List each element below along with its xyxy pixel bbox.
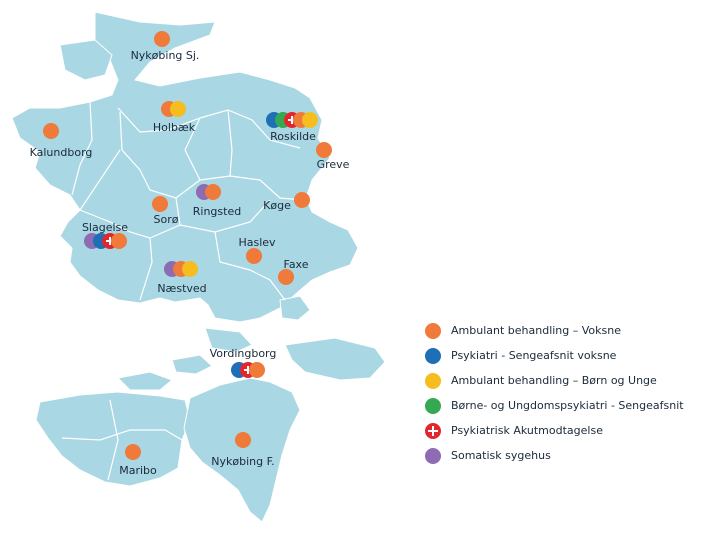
legend-item-sengeafsnit-voksne: Psykiatri - Sengeafsnit voksne: [425, 343, 700, 368]
city-label: Ringsted: [193, 205, 241, 218]
yellow-marker-icon: [170, 101, 186, 117]
odsherred-tip: [59, 39, 113, 81]
legend-item-boerne-sengeafsnit: Børne- og Ungdomspsykiatri - Sengeafsnit: [425, 393, 700, 418]
legend-item-akutmodtagelse: Psykiatrisk Akutmodtagelse: [425, 418, 700, 443]
legend-item-ambulant-boern: Ambulant behandling – Børn og Unge: [425, 368, 700, 393]
legend-item-ambulant-voksne: Ambulant behandling – Voksne: [425, 318, 700, 343]
blue-dot-icon: [425, 347, 441, 364]
legend-item-somatisk: Somatisk sygehus: [425, 443, 700, 468]
city-label: Slagelse: [82, 221, 128, 234]
city-labels: Nykøbing Sj. Holbæk Roskilde Kalundborg Grev…: [30, 49, 350, 477]
municipal-borders: [61, 101, 306, 481]
orange-marker-icon: [111, 233, 127, 249]
legend-label: Ambulant behandling – Børn og Unge: [451, 374, 657, 387]
south-east-coast: [279, 295, 311, 321]
legend-label: Psykiatrisk Akutmodtagelse: [451, 424, 603, 437]
yellow-marker-icon: [182, 261, 198, 277]
city-marker-group: [196, 184, 221, 200]
city-marker-group: [278, 269, 294, 285]
facility-markers: [43, 31, 332, 460]
yellow-dot-icon: [425, 372, 441, 389]
red-plus-icon: [425, 422, 441, 439]
orange-marker-icon: [154, 31, 170, 47]
city-marker-group: [84, 233, 127, 249]
orange-marker-icon: [43, 123, 59, 139]
city-label: Maribo: [119, 464, 157, 477]
city-label: Greve: [317, 158, 350, 171]
city-marker-group: [164, 261, 198, 277]
land-areas: [11, 11, 386, 523]
city-marker-group: [246, 248, 262, 264]
city-marker-group: [154, 31, 170, 47]
legend-label: Psykiatri - Sengeafsnit voksne: [451, 349, 617, 362]
purple-dot-icon: [425, 447, 441, 464]
legend-label: Børne- og Ungdomspsykiatri - Sengeafsnit: [451, 399, 684, 412]
green-dot-icon: [425, 397, 441, 414]
city-label: Nykøbing F.: [211, 455, 274, 468]
city-label: Faxe: [284, 258, 309, 271]
yellow-marker-icon: [302, 112, 318, 128]
city-label: Nykøbing Sj.: [131, 49, 200, 62]
femoe-island: [171, 354, 213, 375]
small-island: [204, 327, 253, 353]
city-marker-group: [235, 432, 251, 448]
falster-island: [183, 377, 301, 523]
orange-marker-icon: [235, 432, 251, 448]
city-label: Holbæk: [153, 121, 196, 134]
orange-marker-icon: [246, 248, 262, 264]
legend-label: Ambulant behandling – Voksne: [451, 324, 621, 337]
city-marker-group: [125, 444, 141, 460]
city-marker-group: [266, 112, 318, 128]
city-label: Roskilde: [270, 130, 316, 143]
orange-marker-icon: [205, 184, 221, 200]
city-marker-group: [152, 196, 168, 212]
lolland-island: [35, 391, 191, 487]
moen-island: [284, 337, 386, 381]
orange-marker-icon: [249, 362, 265, 378]
city-marker-group: [161, 101, 186, 117]
city-label: Sorø: [154, 213, 179, 226]
city-marker-group: [231, 362, 265, 378]
askoe-island: [116, 371, 173, 391]
city-marker-group: [294, 192, 310, 208]
city-marker-group: [43, 123, 59, 139]
orange-marker-icon: [316, 142, 332, 158]
city-label: Kalundborg: [30, 146, 93, 159]
orange-marker-icon: [152, 196, 168, 212]
legend-label: Somatisk sygehus: [451, 449, 551, 462]
city-label: Køge: [263, 199, 291, 212]
orange-dot-icon: [425, 322, 441, 339]
city-label: Næstved: [157, 282, 206, 295]
orange-marker-icon: [125, 444, 141, 460]
city-label: Haslev: [238, 236, 276, 249]
city-label: Vordingborg: [210, 347, 277, 360]
orange-marker-icon: [278, 269, 294, 285]
city-marker-group: [316, 142, 332, 158]
legend: Ambulant behandling – Voksne Psykiatri -…: [425, 318, 700, 468]
orange-marker-icon: [294, 192, 310, 208]
